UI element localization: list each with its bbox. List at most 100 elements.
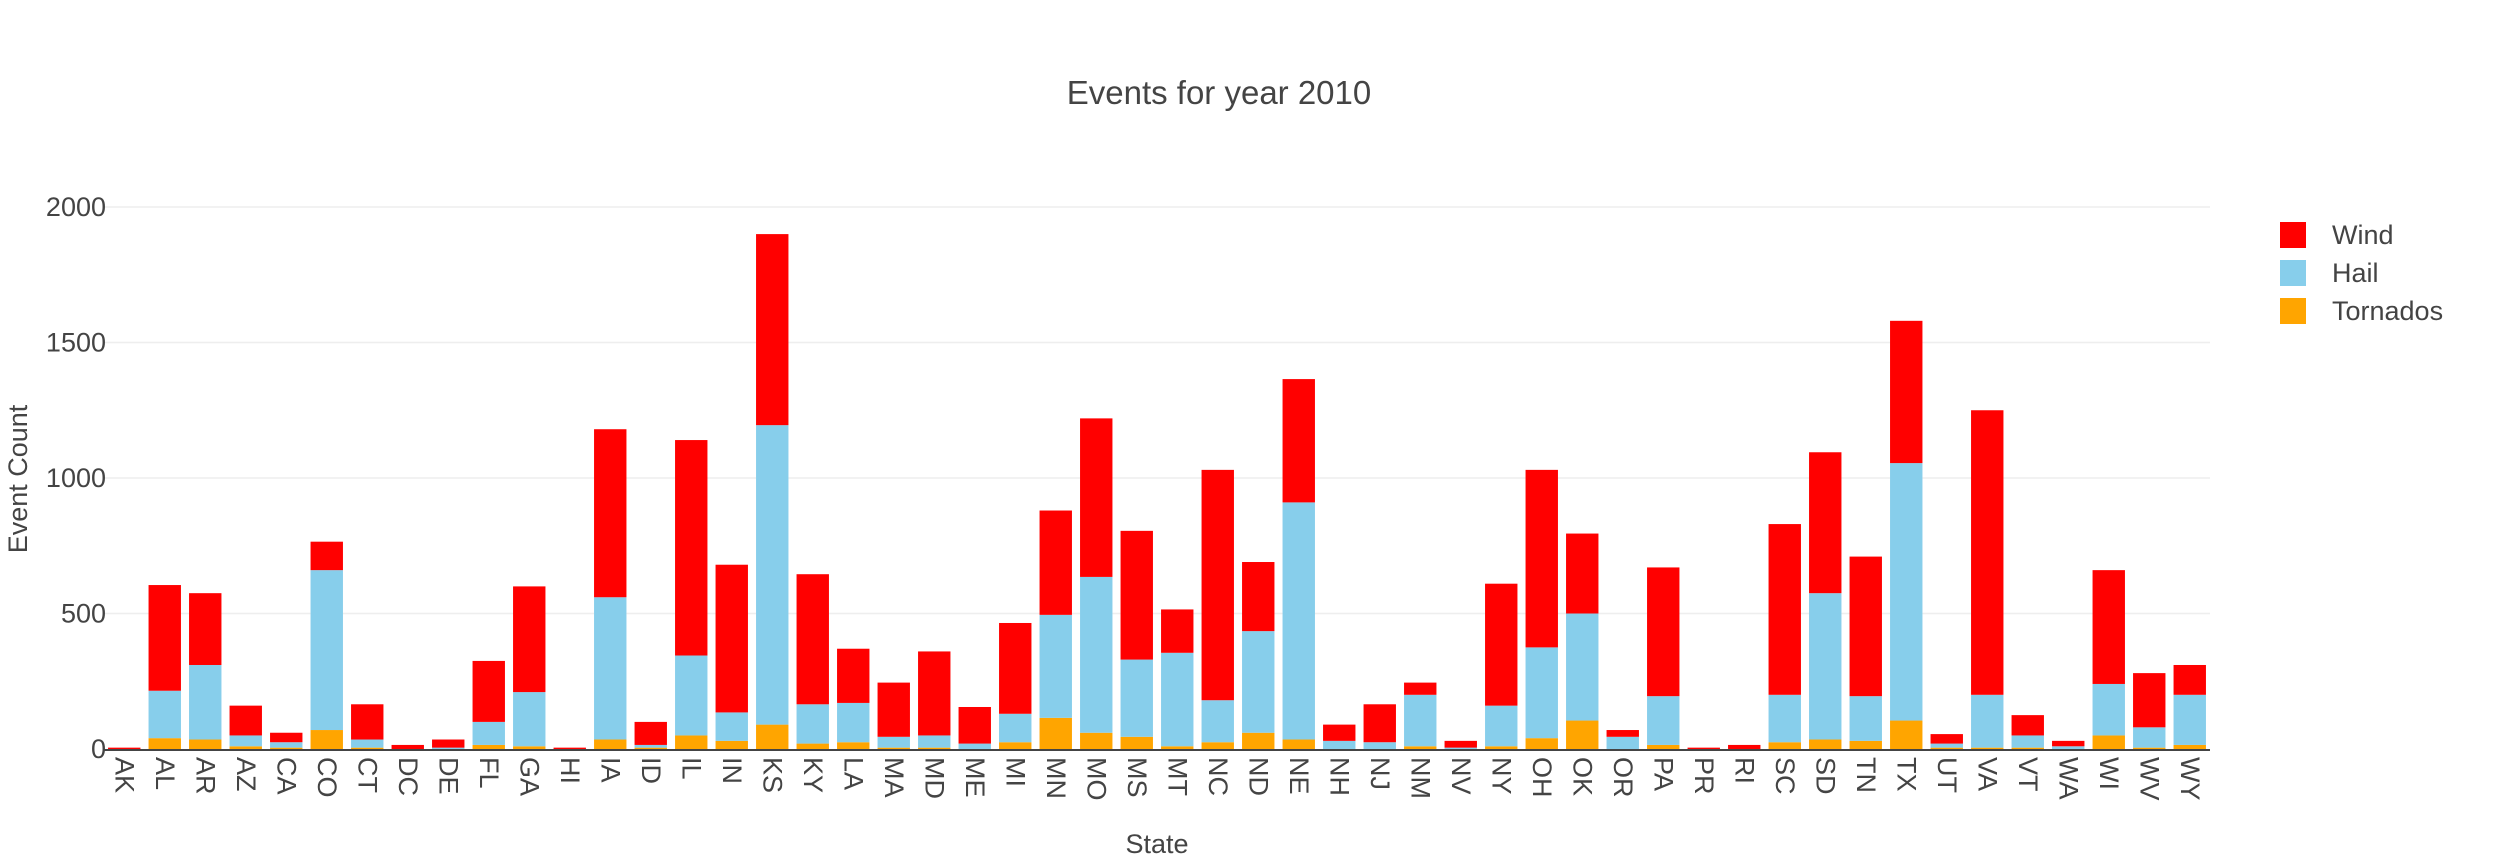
bar-tornados-mt[interactable] bbox=[1161, 746, 1194, 749]
bar-hail-ok[interactable] bbox=[1566, 613, 1599, 721]
bar-hail-mi[interactable] bbox=[999, 713, 1032, 743]
bar-wind-al[interactable] bbox=[148, 585, 181, 691]
bar-wind-wy[interactable] bbox=[2173, 664, 2206, 695]
bar-tornados-ia[interactable] bbox=[594, 739, 627, 749]
bar-wind-il[interactable] bbox=[675, 440, 708, 656]
bar-tornados-pa[interactable] bbox=[1647, 744, 1680, 749]
bar-hail-fl[interactable] bbox=[472, 721, 505, 745]
bar-hail-nm[interactable] bbox=[1404, 694, 1437, 747]
bar-hail-ut[interactable] bbox=[1930, 743, 1963, 748]
legend-item-hail[interactable]: Hail bbox=[2280, 258, 2379, 288]
bar-tornados-al[interactable] bbox=[148, 738, 181, 749]
bar-hail-co[interactable] bbox=[310, 570, 343, 731]
bar-wind-ne[interactable] bbox=[1282, 379, 1315, 503]
bar-wind-wa[interactable] bbox=[2052, 740, 2085, 747]
bar-wind-ga[interactable] bbox=[513, 586, 546, 693]
bar-wind-md[interactable] bbox=[918, 651, 951, 736]
bar-hail-me[interactable] bbox=[958, 743, 991, 749]
bar-wind-nh[interactable] bbox=[1323, 724, 1356, 741]
bar-hail-tn[interactable] bbox=[1849, 696, 1882, 741]
bar-wind-nc[interactable] bbox=[1201, 469, 1234, 701]
bar-tornados-fl[interactable] bbox=[472, 744, 505, 749]
bar-tornados-ok[interactable] bbox=[1566, 720, 1599, 749]
bar-wind-pa[interactable] bbox=[1647, 567, 1680, 697]
bar-hail-va[interactable] bbox=[1971, 694, 2004, 748]
bar-hail-la[interactable] bbox=[837, 702, 870, 743]
bar-wind-mt[interactable] bbox=[1161, 609, 1194, 653]
legend-item-wind[interactable]: Wind bbox=[2280, 220, 2394, 250]
bar-wind-wi[interactable] bbox=[2092, 570, 2125, 684]
bar-wind-ia[interactable] bbox=[594, 429, 627, 598]
bar-hail-md[interactable] bbox=[918, 735, 951, 748]
bar-wind-ok[interactable] bbox=[1566, 533, 1599, 614]
bar-tornados-mn[interactable] bbox=[1039, 717, 1072, 749]
bar-tornados-nc[interactable] bbox=[1201, 742, 1234, 749]
bar-wind-ri[interactable] bbox=[1728, 744, 1761, 749]
bar-tornados-in[interactable] bbox=[715, 740, 748, 749]
bar-hail-nc[interactable] bbox=[1201, 700, 1234, 743]
bar-tornados-il[interactable] bbox=[675, 735, 708, 749]
bar-hail-mt[interactable] bbox=[1161, 652, 1194, 747]
bar-wind-mi[interactable] bbox=[999, 622, 1032, 714]
bar-tornados-mi[interactable] bbox=[999, 742, 1032, 749]
bar-tornados-ga[interactable] bbox=[513, 746, 546, 749]
bar-hail-sd[interactable] bbox=[1809, 593, 1842, 740]
bar-wind-sd[interactable] bbox=[1809, 452, 1842, 594]
bar-hail-ia[interactable] bbox=[594, 597, 627, 740]
bar-wind-az[interactable] bbox=[229, 705, 262, 736]
bar-hail-in[interactable] bbox=[715, 712, 748, 741]
bar-tornados-sc[interactable] bbox=[1768, 742, 1801, 749]
bar-wind-la[interactable] bbox=[837, 648, 870, 703]
bar-tornados-tn[interactable] bbox=[1849, 740, 1882, 749]
bar-tornados-wi[interactable] bbox=[2092, 735, 2125, 749]
bar-tornados-id[interactable] bbox=[634, 747, 667, 749]
bar-hail-ar[interactable] bbox=[189, 664, 222, 740]
bar-hail-oh[interactable] bbox=[1525, 647, 1558, 739]
bar-hail-az[interactable] bbox=[229, 735, 262, 747]
bar-tornados-co[interactable] bbox=[310, 730, 343, 749]
bar-wind-wv[interactable] bbox=[2133, 673, 2166, 728]
bar-hail-wi[interactable] bbox=[2092, 683, 2125, 736]
bar-wind-mn[interactable] bbox=[1039, 510, 1072, 615]
bar-wind-nd[interactable] bbox=[1242, 562, 1275, 632]
bar-hail-il[interactable] bbox=[675, 655, 708, 736]
bar-wind-nv[interactable] bbox=[1444, 740, 1477, 748]
bar-wind-ct[interactable] bbox=[351, 704, 384, 740]
bar-tornados-nd[interactable] bbox=[1242, 732, 1275, 749]
legend[interactable]: Wind Hail Tornados bbox=[2280, 220, 2443, 326]
bar-hail-de[interactable] bbox=[432, 747, 465, 749]
bar-tornados-va[interactable] bbox=[1971, 747, 2004, 749]
bar-hail-wa[interactable] bbox=[2052, 746, 2085, 749]
bar-tornados-ky[interactable] bbox=[796, 743, 829, 749]
bar-hail-nd[interactable] bbox=[1242, 631, 1275, 733]
bar-tornados-oh[interactable] bbox=[1525, 738, 1558, 749]
bar-wind-ms[interactable] bbox=[1120, 530, 1153, 660]
bar-hail-mo[interactable] bbox=[1080, 576, 1113, 733]
bar-tornados-ne[interactable] bbox=[1282, 739, 1315, 749]
bar-wind-ca[interactable] bbox=[270, 732, 303, 743]
bar-wind-in[interactable] bbox=[715, 564, 748, 713]
bar-wind-fl[interactable] bbox=[472, 660, 505, 722]
bar-tornados-wv[interactable] bbox=[2133, 747, 2166, 749]
bar-tornados-az[interactable] bbox=[229, 746, 262, 749]
bar-tornados-ut[interactable] bbox=[1930, 747, 1963, 749]
bar-tornados-ct[interactable] bbox=[351, 747, 384, 749]
bar-hail-nv[interactable] bbox=[1444, 747, 1477, 749]
bar-wind-nj[interactable] bbox=[1363, 704, 1396, 743]
bar-hail-ct[interactable] bbox=[351, 739, 384, 748]
bar-tornados-mo[interactable] bbox=[1080, 732, 1113, 749]
bar-wind-ak[interactable] bbox=[108, 747, 141, 749]
bar-wind-co[interactable] bbox=[310, 541, 343, 571]
bar-wind-nm[interactable] bbox=[1404, 682, 1437, 695]
bar-tornados-md[interactable] bbox=[918, 747, 951, 749]
bar-tornados-ks[interactable] bbox=[756, 724, 789, 749]
bar-wind-ut[interactable] bbox=[1930, 734, 1963, 744]
bar-tornados-vt[interactable] bbox=[2011, 747, 2044, 749]
legend-item-tornados[interactable]: Tornados bbox=[2280, 296, 2443, 326]
bar-tornados-tx[interactable] bbox=[1890, 720, 1923, 749]
bar-hail-nh[interactable] bbox=[1323, 740, 1356, 749]
bar-hail-or[interactable] bbox=[1606, 736, 1639, 749]
bar-wind-oh[interactable] bbox=[1525, 469, 1558, 648]
bar-tornados-sd[interactable] bbox=[1809, 739, 1842, 749]
bar-tornados-nm[interactable] bbox=[1404, 746, 1437, 749]
